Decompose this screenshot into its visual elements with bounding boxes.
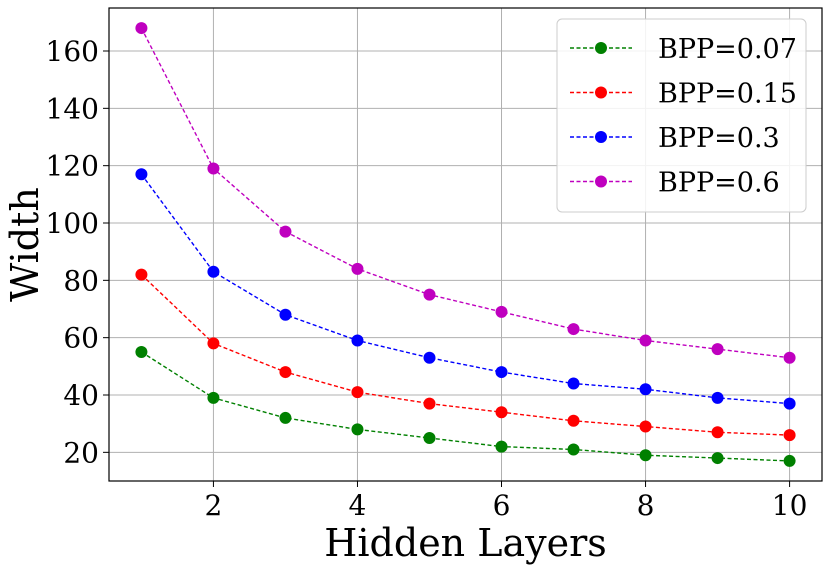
- data-point: [135, 22, 148, 35]
- data-point: [567, 443, 580, 456]
- tick-layer: 2 4 6 8 10 20 40 60 80 100 120 140 160: [46, 35, 808, 522]
- series-line: [140, 274, 790, 436]
- y-tick-label: 80: [63, 264, 99, 297]
- data-point: [351, 334, 364, 347]
- legend-marker: [595, 42, 607, 54]
- data-point: [783, 454, 796, 467]
- data-point: [279, 225, 292, 238]
- data-point: [495, 305, 508, 318]
- data-point: [567, 323, 580, 336]
- data-point: [639, 334, 652, 347]
- series-2: [135, 268, 796, 442]
- legend-entry: BPP=0.3: [570, 123, 780, 154]
- series-line: [140, 173, 790, 405]
- x-axis-title: Hidden Layers: [324, 521, 607, 565]
- series-4: [135, 22, 796, 364]
- data-point: [207, 337, 220, 350]
- data-point: [135, 268, 148, 281]
- data-point: [783, 429, 796, 442]
- data-point: [495, 406, 508, 419]
- legend-label: BPP=0.3: [658, 123, 780, 154]
- data-point: [567, 414, 580, 427]
- data-point: [423, 397, 436, 410]
- x-tick-label: 8: [637, 489, 655, 522]
- y-tick-label: 100: [46, 207, 99, 240]
- data-point: [351, 262, 364, 275]
- legend-marker: [595, 175, 607, 188]
- legend: BPP=0.07 BPP=0.15 BPP=0.3 BPP=0.6: [556, 18, 807, 213]
- data-point: [639, 383, 652, 396]
- data-point: [351, 423, 364, 436]
- y-tick-label: 20: [63, 436, 99, 469]
- series-1: [135, 346, 796, 467]
- data-point: [207, 162, 220, 175]
- data-point: [783, 351, 796, 364]
- y-tick-label: 140: [46, 92, 99, 125]
- data-point: [279, 308, 292, 321]
- data-point: [711, 426, 724, 439]
- data-point: [279, 411, 292, 424]
- y-tick-label: 160: [46, 35, 99, 68]
- y-tick-label: 40: [63, 379, 99, 412]
- series-3: [135, 168, 796, 410]
- data-point: [711, 452, 724, 465]
- x-tick-label: 2: [205, 489, 223, 522]
- legend-entry: BPP=0.07: [570, 34, 797, 65]
- legend-marker: [595, 86, 607, 99]
- data-point: [567, 377, 580, 390]
- y-tick-label: 60: [63, 322, 99, 355]
- data-point: [495, 366, 508, 379]
- data-point: [639, 420, 652, 433]
- x-tick-label: 4: [349, 489, 367, 522]
- legend-label: BPP=0.15: [658, 79, 797, 110]
- data-point: [351, 386, 364, 399]
- data-point: [423, 351, 436, 364]
- series-line: [141, 351, 790, 462]
- data-point: [711, 391, 724, 404]
- data-point: [783, 397, 796, 410]
- data-point: [279, 366, 292, 379]
- legend-box: [556, 18, 807, 213]
- data-point: [207, 391, 220, 404]
- legend-label: BPP=0.6: [658, 168, 780, 199]
- y-tick-label: 120: [46, 150, 99, 183]
- data-point: [639, 449, 652, 462]
- legend-marker: [595, 131, 607, 143]
- plot-frame: [108, 7, 823, 482]
- legend-label: BPP=0.07: [658, 34, 797, 65]
- y-axis-title: Width: [3, 187, 47, 302]
- data-point: [495, 440, 508, 453]
- data-point: [423, 288, 436, 301]
- legend-entry: BPP=0.15: [570, 79, 797, 110]
- legend-entry: BPP=0.6: [570, 168, 780, 199]
- series-layer: [135, 22, 796, 467]
- data-point: [711, 343, 724, 356]
- data-point: [135, 168, 148, 181]
- data-point: [423, 432, 436, 444]
- data-point: [207, 265, 220, 278]
- x-tick-label: 10: [772, 489, 808, 522]
- data-point: [135, 346, 148, 358]
- x-tick-label: 6: [493, 489, 511, 522]
